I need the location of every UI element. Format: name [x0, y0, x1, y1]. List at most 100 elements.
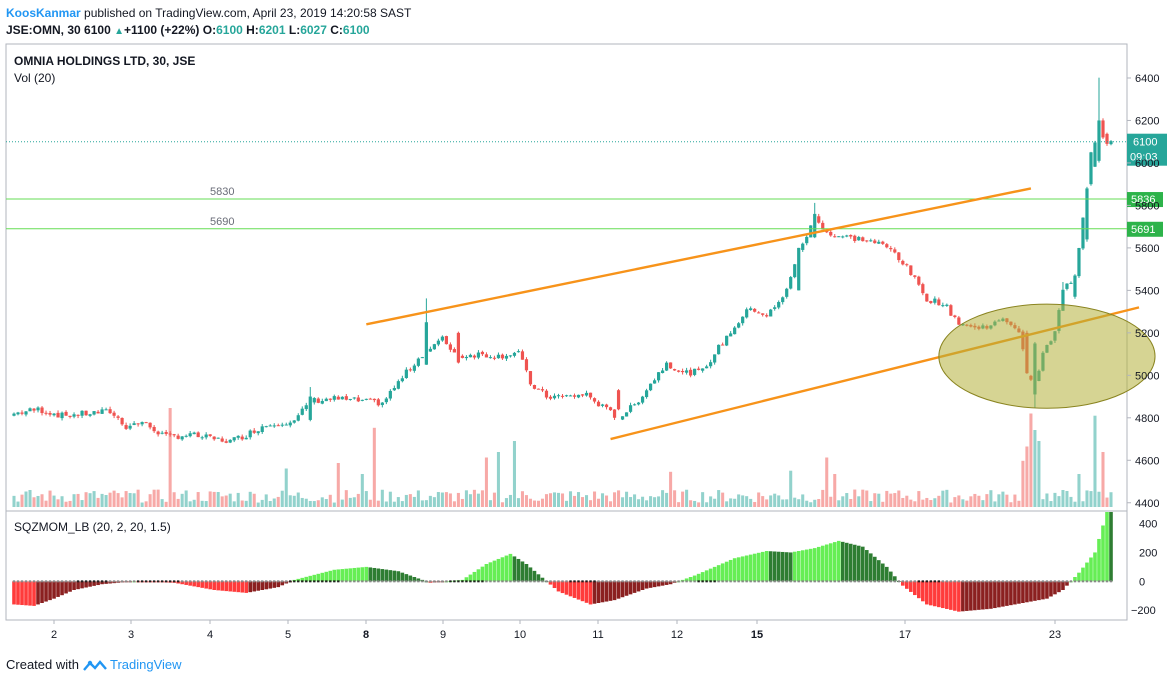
volume-bar	[1017, 500, 1021, 507]
volume-bar	[1009, 502, 1013, 507]
volume-bar	[156, 489, 160, 507]
momentum-bar	[524, 564, 529, 582]
volume-bar	[240, 500, 244, 507]
candle-body	[24, 411, 28, 415]
volume-bar	[484, 457, 488, 507]
volume-bar	[476, 493, 480, 507]
momentum-bar	[80, 581, 84, 589]
candle-body	[600, 404, 605, 406]
candle-body	[448, 344, 452, 350]
momentum-bar	[660, 581, 665, 586]
candle-body	[849, 234, 853, 237]
momentum-bar	[965, 581, 969, 611]
momentum-bar	[564, 581, 569, 595]
momentum-bar	[752, 553, 757, 582]
momentum-bar	[768, 551, 773, 582]
momentum-bar	[969, 581, 973, 611]
volume-bar	[949, 502, 953, 507]
candle-body	[596, 401, 601, 407]
volume-bar	[693, 500, 697, 507]
momentum-bar	[796, 551, 801, 582]
volume-bar	[164, 501, 168, 507]
volume-bar	[120, 497, 124, 507]
candle-body	[520, 351, 525, 360]
volume-bar	[697, 502, 701, 507]
candle-body	[276, 425, 280, 427]
candle-body	[697, 368, 701, 370]
momentum-bar	[520, 561, 525, 582]
candle-body	[20, 412, 24, 414]
momentum-bar	[945, 581, 949, 609]
momentum-bar	[208, 581, 212, 590]
volume-bar	[24, 491, 28, 507]
volume-bar	[340, 499, 344, 507]
candle-body	[885, 244, 889, 248]
candle-body	[797, 247, 801, 291]
momentum-bar	[860, 546, 865, 582]
volume-bar	[973, 493, 977, 507]
trendline	[366, 187, 1032, 326]
momentum-bar	[396, 571, 401, 582]
candle-body	[380, 402, 384, 406]
candle-body	[32, 408, 36, 411]
low-value: 6027	[300, 23, 327, 37]
volume-bar	[825, 457, 829, 507]
volume-bar	[472, 489, 476, 507]
candle-body	[941, 305, 945, 307]
volume-bar	[480, 490, 484, 507]
momentum-bar	[636, 581, 641, 592]
candle-body	[344, 396, 348, 400]
volume-bar	[244, 500, 248, 507]
volume-bar	[100, 493, 104, 507]
momentum-bar	[372, 567, 377, 582]
momentum-bar	[384, 569, 389, 582]
symbol-label: JSE:OMN, 30	[6, 23, 81, 37]
momentum-bar	[464, 577, 469, 582]
volume-bar	[729, 498, 733, 507]
candle-body	[921, 284, 925, 294]
author-link[interactable]: KoosKanmar	[6, 6, 81, 20]
momentum-bar	[692, 575, 697, 582]
momentum-bar	[1001, 581, 1005, 607]
volume-bar	[552, 492, 557, 507]
momentum-bar	[200, 581, 204, 588]
momentum-bar	[20, 581, 24, 606]
volume-bar	[300, 497, 304, 507]
momentum-bar	[1017, 581, 1021, 604]
momentum-bar	[48, 581, 52, 601]
volume-bar	[989, 490, 993, 507]
candle-body	[340, 396, 344, 400]
candle-body	[140, 422, 144, 425]
countdown-value: 09:03	[1130, 152, 1158, 164]
volume-bar	[64, 501, 68, 507]
price-tick-label: 4600	[1135, 455, 1159, 467]
momentum-bar	[276, 581, 281, 588]
momentum-bar	[356, 567, 361, 582]
momentum-bar	[1109, 512, 1113, 582]
momentum-bar	[1061, 581, 1065, 590]
candle-body	[128, 425, 132, 429]
volume-bar	[817, 499, 821, 507]
time-tick-label: 3	[128, 629, 134, 641]
candle-body	[693, 368, 697, 375]
candle-body	[432, 344, 436, 350]
volume-bar	[733, 498, 737, 507]
momentum-bar	[612, 581, 617, 601]
candle-body	[292, 420, 296, 423]
volume-bar	[933, 498, 937, 507]
volume-bar	[176, 498, 180, 507]
candle-body	[280, 424, 284, 426]
momentum-bar	[652, 581, 657, 588]
candle-body	[464, 356, 469, 359]
volume-bar	[937, 495, 941, 507]
volume-bar	[1045, 493, 1049, 507]
volume-bar	[1053, 492, 1057, 507]
volume-bar	[781, 499, 785, 507]
candle-body	[664, 362, 669, 371]
tradingview-link[interactable]: TradingView	[110, 657, 182, 672]
candle-body	[124, 425, 128, 429]
volume-bar	[280, 490, 284, 507]
momentum-bar	[712, 566, 717, 582]
candle-body	[628, 405, 633, 412]
